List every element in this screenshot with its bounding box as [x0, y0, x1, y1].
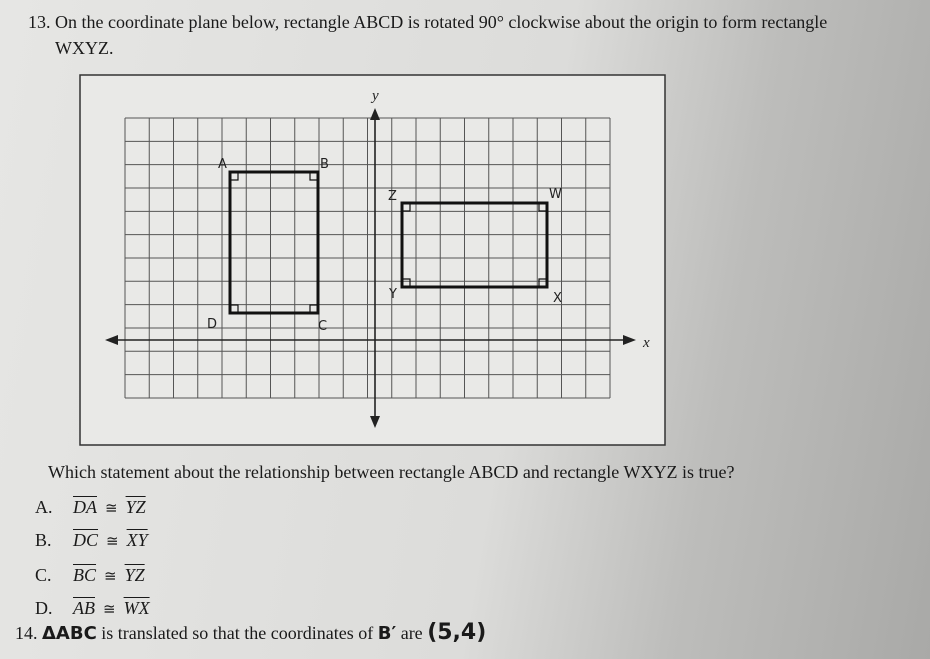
option-symbol: ≅: [106, 534, 119, 550]
answer-option[interactable]: D. AB ≅ WX: [35, 598, 150, 619]
option-left: BC: [73, 565, 97, 585]
handwritten: (5,4): [427, 620, 487, 645]
axis-arrow: [105, 335, 118, 345]
option-letter: D.: [35, 598, 53, 618]
vertex-label: C: [318, 319, 327, 334]
question-number: 14.: [15, 623, 38, 643]
answer-option[interactable]: A. DA ≅ YZ: [35, 497, 146, 518]
handwritten: ΔABC: [42, 623, 97, 644]
rectangle-wxyz: [400, 201, 549, 289]
option-letter: A.: [35, 497, 53, 517]
vertex-label: A: [218, 157, 227, 172]
axis-label: x: [642, 335, 650, 351]
option-left: DC: [73, 530, 99, 550]
question-text: 13. On the coordinate plane below, recta…: [28, 12, 827, 33]
axis-arrow: [370, 108, 380, 120]
graph-frame: [79, 74, 666, 446]
question-text: 14. ΔABC is translated so that the coord…: [15, 620, 486, 645]
rectangle-abcd: [228, 170, 320, 315]
option-right: YZ: [125, 497, 146, 517]
answer-option[interactable]: C. BC ≅ YZ: [35, 565, 145, 586]
axis-arrow: [623, 335, 636, 345]
vertex-label: Z: [388, 189, 397, 204]
axis-label: y: [370, 88, 379, 104]
option-right: XY: [126, 530, 148, 550]
option-symbol: ≅: [103, 602, 116, 618]
question-number: 13.: [28, 12, 51, 32]
vertex-label: W: [549, 187, 562, 202]
handwritten: B′: [377, 623, 397, 644]
answer-option[interactable]: B. DC ≅ XY: [35, 530, 148, 551]
option-symbol: ≅: [105, 501, 118, 517]
right-angle-marks: [230, 172, 547, 313]
question-line: are: [400, 623, 423, 643]
question-line: WXYZ.: [55, 38, 114, 58]
option-letter: B.: [35, 530, 52, 550]
option-right: WX: [123, 598, 150, 618]
prompt: Which statement about the relationship b…: [48, 462, 735, 482]
option-letter: C.: [35, 565, 52, 585]
vertex-label: Y: [388, 287, 397, 302]
vertex-label: B: [320, 157, 329, 172]
vertex-label: D: [207, 317, 217, 332]
option-right: YZ: [124, 565, 145, 585]
axis-arrow: [370, 416, 380, 428]
option-left: DA: [73, 497, 97, 517]
question-line: On the coordinate plane below, rectangle…: [55, 12, 828, 32]
option-symbol: ≅: [104, 569, 117, 585]
option-left: AB: [73, 598, 95, 618]
question-line: is translated so that the coordinates of: [101, 623, 374, 643]
vertex-label: X: [553, 291, 562, 306]
